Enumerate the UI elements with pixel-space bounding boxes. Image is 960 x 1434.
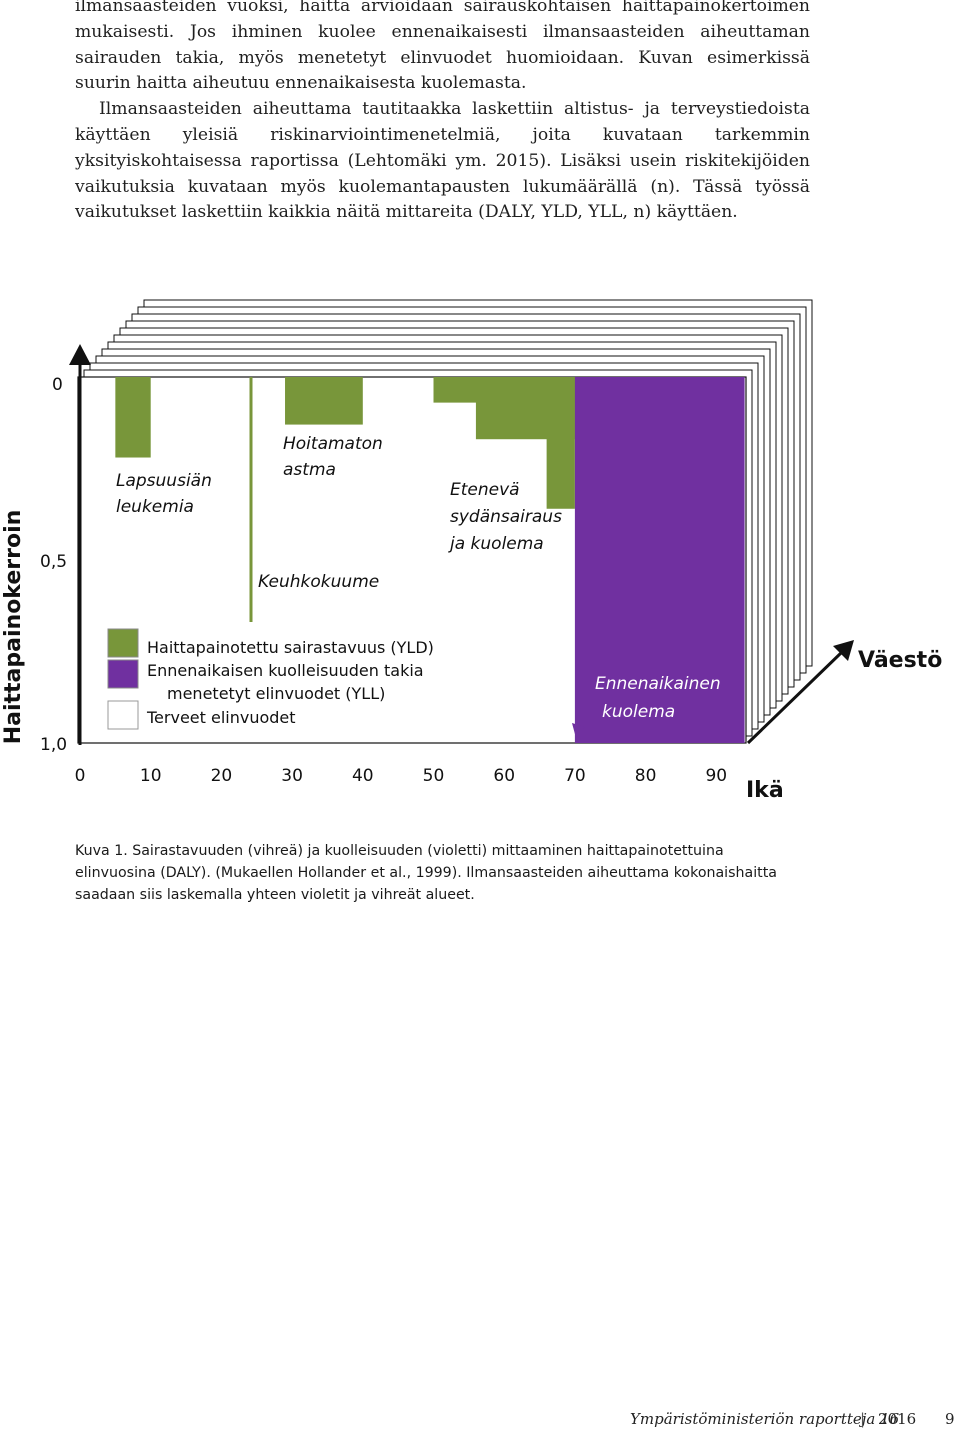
footer-publication: Ympäristöministeriön raportteja 16 [630,1410,900,1428]
yld-bar [546,377,575,509]
yld-bar [115,377,151,458]
x-tick-label: 30 [281,766,303,786]
x-tick-label: 0 [75,766,86,786]
death-arrow-head [572,723,585,738]
legend-swatch-yld [107,628,139,658]
footer-year: 2016 [878,1410,917,1428]
annotation-death: Ennenaikainen [595,674,721,694]
annotation-asthma: astma [283,460,336,480]
annotation-lung: Keuhkokuume [258,572,379,592]
annotation-leukemia: leukemia [116,497,194,517]
body-text: ilmansaasteiden vuoksi, haitta arvioidaa… [75,0,810,226]
x-tick-label: 60 [493,766,515,786]
data-marks [115,377,745,743]
x-tick-label: 40 [352,766,374,786]
x-tick-labels: 0 10 20 30 40 50 60 70 80 90 [75,766,728,786]
x-tick-label: 10 [140,766,162,786]
y-tick-label: 1,0 [40,735,67,755]
paragraph: ilmansaasteiden vuoksi, haitta arvioidaa… [75,0,810,94]
x-tick-label: 50 [423,766,445,786]
legend-swatch-yll [107,659,139,689]
x-tick-label: 80 [635,766,657,786]
footer-separator: | [860,1410,866,1428]
x-tick-label: 90 [705,766,727,786]
annotation-death: kuolema [602,702,675,722]
legend-label: Haittapainotettu sairastavuus (YLD) [147,638,434,657]
figure-caption: Kuva 1. Sairastavuuden (vihreä) ja kuoll… [75,843,777,903]
yld-bar [285,377,363,425]
y-tick-label: 0 [52,375,63,395]
legend-label: Ennenaikaisen kuolleisuuden takia [147,661,424,680]
legend-label: menetetyt elinvuodet (YLL) [167,684,385,703]
annotation-asthma: Hoitamaton [283,434,383,454]
annotation-heart: ja kuolema [448,534,544,554]
y-axis-title: Haittapainokerroin [1,510,26,745]
depth-axis-arrow [833,640,854,661]
depth-axis [746,650,844,745]
x-axis-title: Ikä [746,778,784,803]
yll-bar [574,377,745,743]
x-tick-label: 70 [564,766,586,786]
legend-label: Terveet elinvuodet [146,708,296,727]
x-tick-label: 20 [211,766,233,786]
daly-figure: Haittapainokerroin 0 0,5 1,0 0 10 20 30 40 50… [1,299,942,803]
legend-swatch-healthy [107,700,139,730]
page-number: 9 [945,1410,955,1428]
y-tick-label: 0,5 [40,552,67,572]
annotation-heart: sydänsairaus [450,507,562,527]
paragraph: Ilmansaasteiden aiheuttama tautitaakka l… [75,99,810,223]
annotation-heart: Etenevä [450,480,520,500]
death-arrow [576,692,595,731]
depth-label: Väestö [858,648,942,673]
y-axis-arrow [69,344,91,365]
legend: Haittapainotettu sairastavuus (YLD) Enne… [107,628,434,730]
annotation-leukemia: Lapsuusiän [116,471,212,491]
